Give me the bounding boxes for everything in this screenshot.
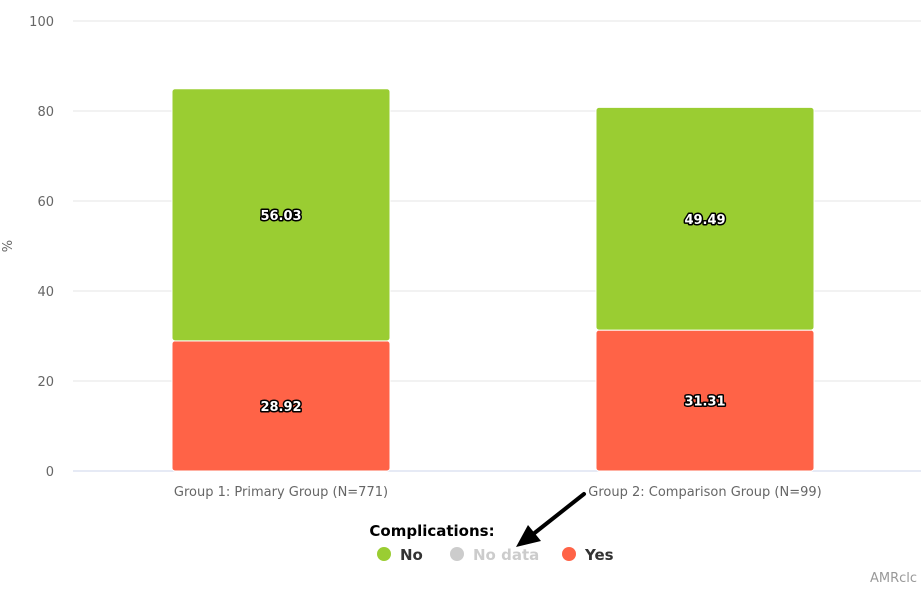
category-label-1: Group 1: Primary Group (N=771)	[174, 485, 388, 500]
annotation-arrow	[516, 492, 586, 547]
legend-marker-no-data	[450, 547, 464, 561]
y-tick-label-20: 20	[37, 375, 54, 390]
category-labels: Group 1: Primary Group (N=771) Group 2: C…	[174, 485, 822, 500]
arrow-head	[516, 525, 541, 547]
legend-item-no-data[interactable]: No data	[450, 546, 539, 564]
category-label-2: Group 2: Comparison Group (N=99)	[588, 485, 821, 500]
legend-item-no[interactable]: No	[377, 546, 423, 564]
y-axis-title: %	[1, 240, 16, 252]
y-tick-label-80: 80	[37, 105, 54, 120]
legend-label-yes: Yes	[584, 546, 614, 564]
legend-title: Complications:	[369, 522, 494, 540]
data-label-no-group-1: 56.03	[260, 209, 301, 224]
legend: Complications: No No data Yes	[369, 522, 613, 564]
y-tick-label-60: 60	[37, 195, 54, 210]
y-tick-labels: 0 20 40 60 80 100	[29, 15, 54, 480]
legend-label-no-data: No data	[473, 546, 539, 564]
credits-text[interactable]: AMRclc	[870, 571, 917, 586]
arrow-shaft	[530, 492, 586, 537]
bar-layer	[171, 88, 815, 472]
data-label-layer: 28.92 56.03 31.31 49.49	[259, 207, 727, 416]
data-label-yes-group-1: 28.92	[260, 400, 301, 415]
data-label-no-group-2: 49.49	[684, 213, 725, 228]
y-tick-label-100: 100	[29, 15, 54, 30]
legend-item-yes[interactable]: Yes	[562, 546, 614, 564]
legend-label-no: No	[400, 546, 423, 564]
y-tick-label-0: 0	[46, 465, 54, 480]
y-tick-label-40: 40	[37, 285, 54, 300]
bar-no-group-2[interactable]	[595, 106, 815, 331]
bar-no-group-1[interactable]	[171, 88, 391, 342]
legend-marker-no	[377, 547, 391, 561]
data-label-yes-group-2: 31.31	[684, 395, 725, 410]
legend-marker-yes	[562, 547, 576, 561]
